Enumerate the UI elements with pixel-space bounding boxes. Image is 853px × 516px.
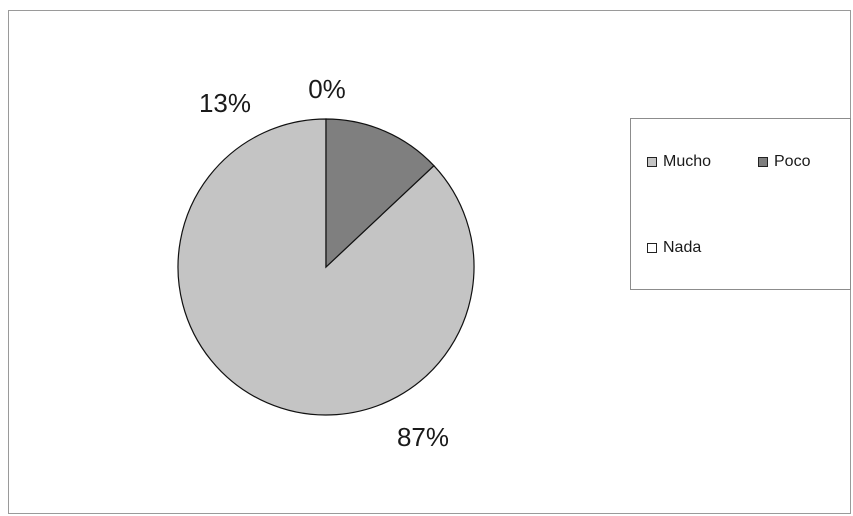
legend-label-nada: Nada	[663, 239, 702, 256]
legend-item-poco: Poco	[758, 153, 810, 171]
legend-item-mucho: Mucho	[647, 153, 711, 171]
pie-slice-poco	[325, 118, 435, 269]
legend: Mucho Poco Nada	[630, 118, 851, 290]
legend-swatch-nada	[647, 243, 657, 253]
slice-label-poco: 13%	[199, 88, 251, 118]
slice-label-mucho: 87%	[397, 422, 449, 452]
pie-labels: 87% 13% 0%	[199, 74, 449, 452]
legend-label-mucho: Mucho	[663, 153, 712, 170]
pie-slices	[177, 118, 475, 416]
legend-label-poco: Poco	[774, 153, 811, 170]
legend-swatch-poco	[758, 157, 768, 167]
legend-swatch-mucho	[647, 157, 657, 167]
slice-label-nada: 0%	[308, 74, 346, 104]
legend-item-nada: Nada	[647, 239, 701, 257]
